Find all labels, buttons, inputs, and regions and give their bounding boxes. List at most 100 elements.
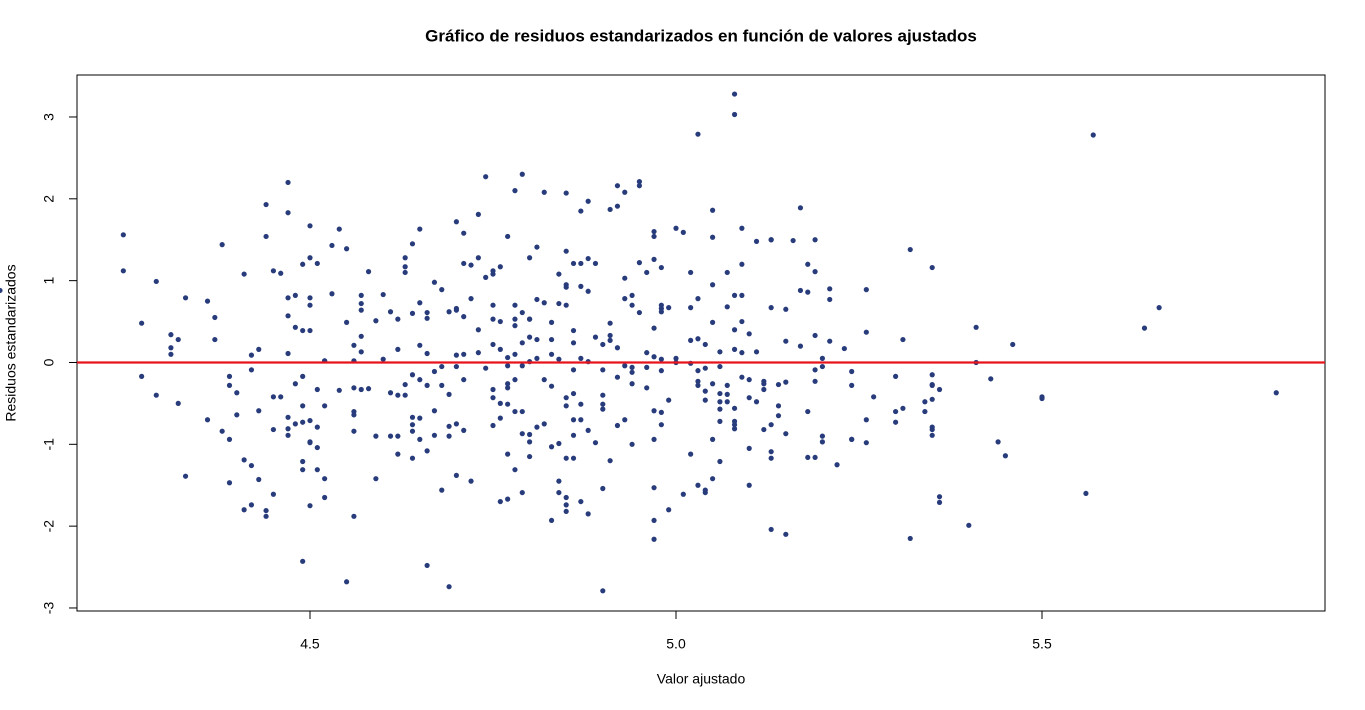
point (731, 346, 738, 352)
point (585, 198, 591, 204)
point (651, 256, 657, 262)
point (651, 233, 657, 240)
point (409, 372, 416, 378)
point (439, 363, 445, 370)
point (424, 315, 430, 321)
point (556, 356, 562, 362)
point (600, 401, 606, 407)
point (658, 356, 664, 362)
point (263, 201, 269, 208)
point (768, 449, 774, 455)
point (936, 499, 943, 506)
point (505, 496, 511, 502)
point (219, 242, 225, 248)
point (702, 397, 708, 403)
point (746, 482, 752, 488)
point (519, 309, 525, 316)
point (300, 558, 306, 564)
point (307, 503, 313, 509)
point (658, 309, 664, 315)
point (731, 292, 738, 298)
y-tick-label: 0 (41, 358, 57, 366)
point (402, 264, 408, 270)
point (468, 478, 474, 484)
point (636, 179, 643, 185)
point (614, 345, 621, 351)
point (724, 399, 730, 405)
point (746, 377, 752, 383)
point (380, 291, 386, 298)
point (578, 498, 584, 505)
point (929, 396, 935, 402)
point (314, 260, 320, 267)
point (534, 296, 540, 303)
point (490, 341, 496, 348)
point (314, 424, 320, 430)
point (695, 131, 701, 137)
point (1002, 453, 1009, 459)
point (849, 436, 855, 442)
point (387, 433, 394, 439)
point (548, 319, 555, 325)
point (739, 318, 745, 325)
point (673, 355, 679, 361)
point (695, 336, 701, 342)
point (600, 588, 606, 594)
point (761, 426, 767, 433)
point (505, 233, 511, 240)
point (563, 502, 569, 508)
point (636, 183, 643, 189)
point (212, 314, 218, 321)
point (570, 390, 577, 397)
point (644, 385, 650, 391)
point (505, 363, 511, 369)
point (468, 296, 474, 302)
point (512, 467, 518, 473)
point (936, 386, 943, 393)
point (519, 171, 525, 177)
point (717, 458, 723, 465)
point (629, 302, 635, 308)
point (256, 408, 262, 414)
point (424, 382, 430, 388)
point (417, 342, 423, 348)
point (446, 584, 452, 590)
point (929, 382, 935, 388)
point (607, 206, 613, 213)
point (563, 455, 569, 461)
point (812, 269, 818, 275)
point (570, 340, 577, 346)
point (702, 388, 708, 394)
point (527, 431, 533, 438)
point (519, 431, 525, 437)
point (893, 419, 899, 425)
point (226, 480, 233, 486)
point (527, 453, 533, 460)
point (292, 381, 298, 387)
point (753, 238, 760, 244)
point (424, 448, 430, 454)
y-tick-label: -1 (41, 438, 57, 451)
point (783, 338, 789, 344)
point (497, 400, 503, 406)
point (541, 421, 547, 427)
point (827, 296, 833, 303)
point (695, 368, 701, 374)
point (570, 432, 577, 438)
point (710, 476, 716, 482)
point (585, 427, 591, 433)
point (307, 417, 313, 424)
point (343, 246, 350, 252)
point (483, 174, 489, 180)
point (614, 183, 621, 189)
point (270, 268, 276, 274)
point (622, 363, 628, 369)
point (812, 332, 818, 339)
point (812, 237, 818, 243)
point (614, 374, 621, 380)
point (387, 390, 394, 396)
point (863, 440, 869, 446)
point (695, 378, 701, 384)
